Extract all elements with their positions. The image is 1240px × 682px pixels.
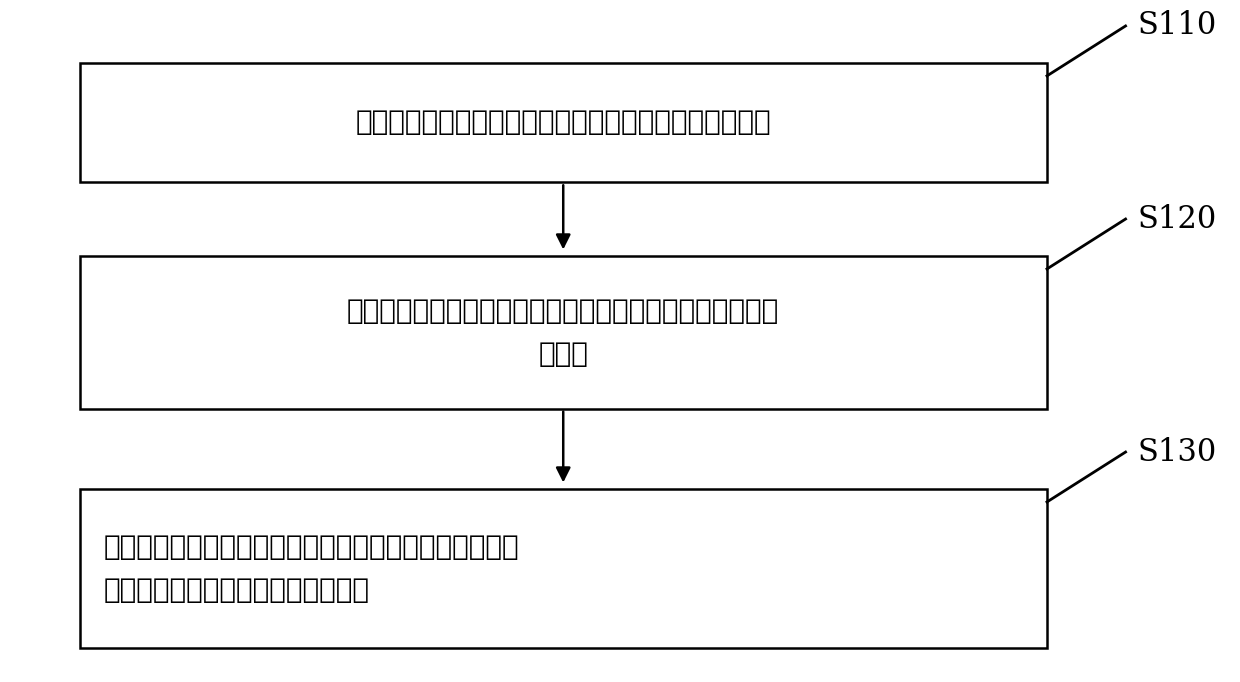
Bar	[79, 256, 1047, 409]
Bar	[79, 63, 1047, 182]
Text: 基于差分改正数据获取稳定状态下的移动基站的位置信息: 基于差分改正数据获取稳定状态下的移动基站的位置信息	[356, 108, 771, 136]
Text: S110: S110	[1137, 10, 1216, 42]
Text: S120: S120	[1137, 203, 1216, 235]
Text: 的距离: 的距离	[538, 340, 588, 368]
Text: 根据所述移动基站的位置信息计算所述移动基站与组网之间: 根据所述移动基站的位置信息计算所述移动基站与组网之间	[347, 297, 780, 325]
Text: S130: S130	[1137, 436, 1216, 468]
Text: 当所述移动基站与任一所述组网的距离不超过预设距离时: 当所述移动基站与任一所述组网的距离不超过预设距离时	[104, 533, 520, 561]
Bar	[79, 488, 1047, 649]
Text: ，将所述移动基站添加至该组网中。: ，将所述移动基站添加至该组网中。	[104, 576, 370, 604]
